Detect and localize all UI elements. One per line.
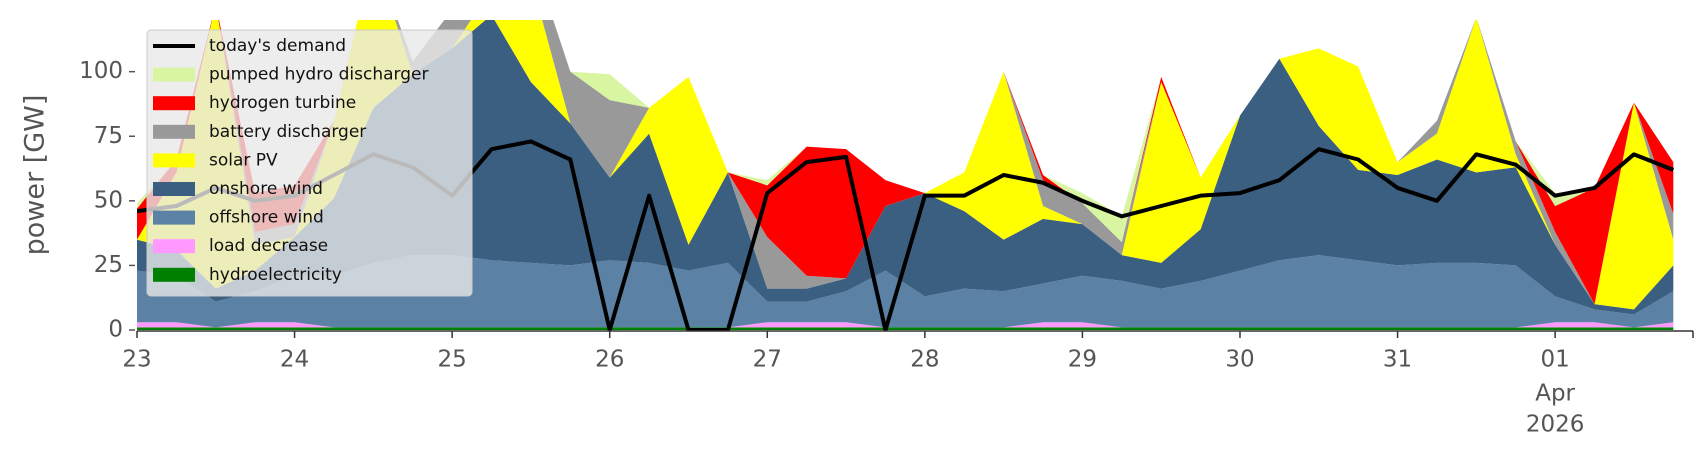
stacked-area [137,255,1674,328]
stacked-area [137,327,1674,330]
legend-swatch [153,210,195,225]
legend-swatch [153,267,195,282]
legend-label: battery discharger [209,122,366,142]
x-tick-label: 31 [1383,347,1412,373]
x-tick-label: 24 [280,347,309,373]
x-tick-label: 27 [753,347,782,373]
x-tick-label: 29 [1068,347,1097,373]
x-tick-label: 25 [437,347,466,373]
stacked-area [137,322,1674,328]
x-tick-sublabel: 2026 [1526,412,1585,438]
x-tick-label: 28 [910,347,939,373]
legend-box [146,29,473,297]
legend-swatch [153,96,195,111]
x-tick-label: 26 [595,347,624,373]
legend-swatch [153,153,195,168]
legend-swatch [153,67,195,82]
legend-swatch [153,124,195,139]
legend-label: offshore wind [209,208,324,228]
legend-label: hydroelectricity [209,265,342,285]
y-tick-label: 100 [79,58,123,84]
legend-swatch [153,239,195,254]
x-tick-label: 30 [1225,347,1254,373]
y-axis-label: power [GW] [20,95,51,256]
legend-label: hydrogen turbine [209,93,356,113]
x-tick-sublabel: Apr [1535,381,1575,407]
legend-label: onshore wind [209,179,323,199]
legend-label: solar PV [209,150,278,170]
stacked-area [137,20,1674,315]
legend-swatch [153,182,195,196]
legend-label: load decrease [209,236,328,256]
x-tick-label: 01 [1540,347,1569,373]
legend-label: pumped hydro discharger [209,65,428,85]
legend-label: today's demand [209,36,346,56]
y-tick-label: 0 [108,317,123,343]
y-tick-label: 75 [94,123,123,149]
x-tick-label: 23 [122,347,151,373]
plot-area [137,20,1675,331]
y-tick-label: 25 [94,252,123,278]
y-tick-label: 50 [94,187,123,213]
